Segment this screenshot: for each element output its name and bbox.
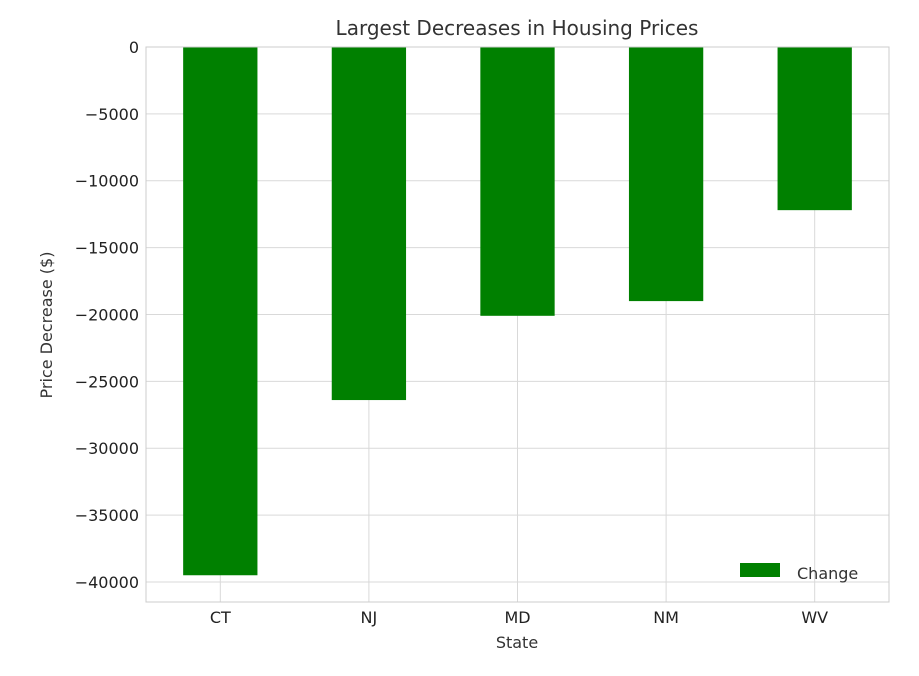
bars — [183, 47, 852, 576]
x-tick-label: NJ — [361, 608, 378, 627]
legend-swatch-change — [740, 563, 780, 577]
bar-ct — [183, 47, 258, 576]
bar-md — [480, 47, 555, 316]
x-axis-label: State — [496, 633, 538, 652]
chart-title: Largest Decreases in Housing Prices — [336, 16, 699, 40]
y-axis-label: Price Decrease ($) — [37, 252, 56, 399]
y-tick-label: −30000 — [75, 439, 139, 458]
bar-nj — [331, 47, 407, 401]
x-tick-label: WV — [801, 608, 828, 627]
y-tick-label: −40000 — [75, 573, 139, 592]
legend: Change — [740, 563, 858, 583]
y-tick-label: −15000 — [75, 239, 139, 258]
y-axis-ticks: 0 −5000 −10000 −15000 −20000 −25000 −30000 −350… — [75, 38, 139, 592]
y-tick-label: −20000 — [75, 305, 139, 324]
x-tick-label: CT — [210, 608, 231, 627]
bar-wv — [777, 47, 852, 211]
x-tick-label: MD — [504, 608, 530, 627]
plot-border — [145, 46, 890, 603]
plot-area — [145, 46, 890, 603]
x-axis-ticks: CT NJ MD NM WV — [210, 608, 828, 627]
bar-nm — [628, 47, 704, 302]
y-tick-label: −10000 — [75, 172, 139, 191]
y-tick-label: 0 — [129, 38, 139, 57]
y-tick-label: −25000 — [75, 372, 139, 391]
x-tick-label: NM — [653, 608, 679, 627]
legend-label-change: Change — [797, 564, 858, 583]
y-tick-label: −35000 — [75, 506, 139, 525]
y-tick-label: −5000 — [85, 105, 139, 124]
